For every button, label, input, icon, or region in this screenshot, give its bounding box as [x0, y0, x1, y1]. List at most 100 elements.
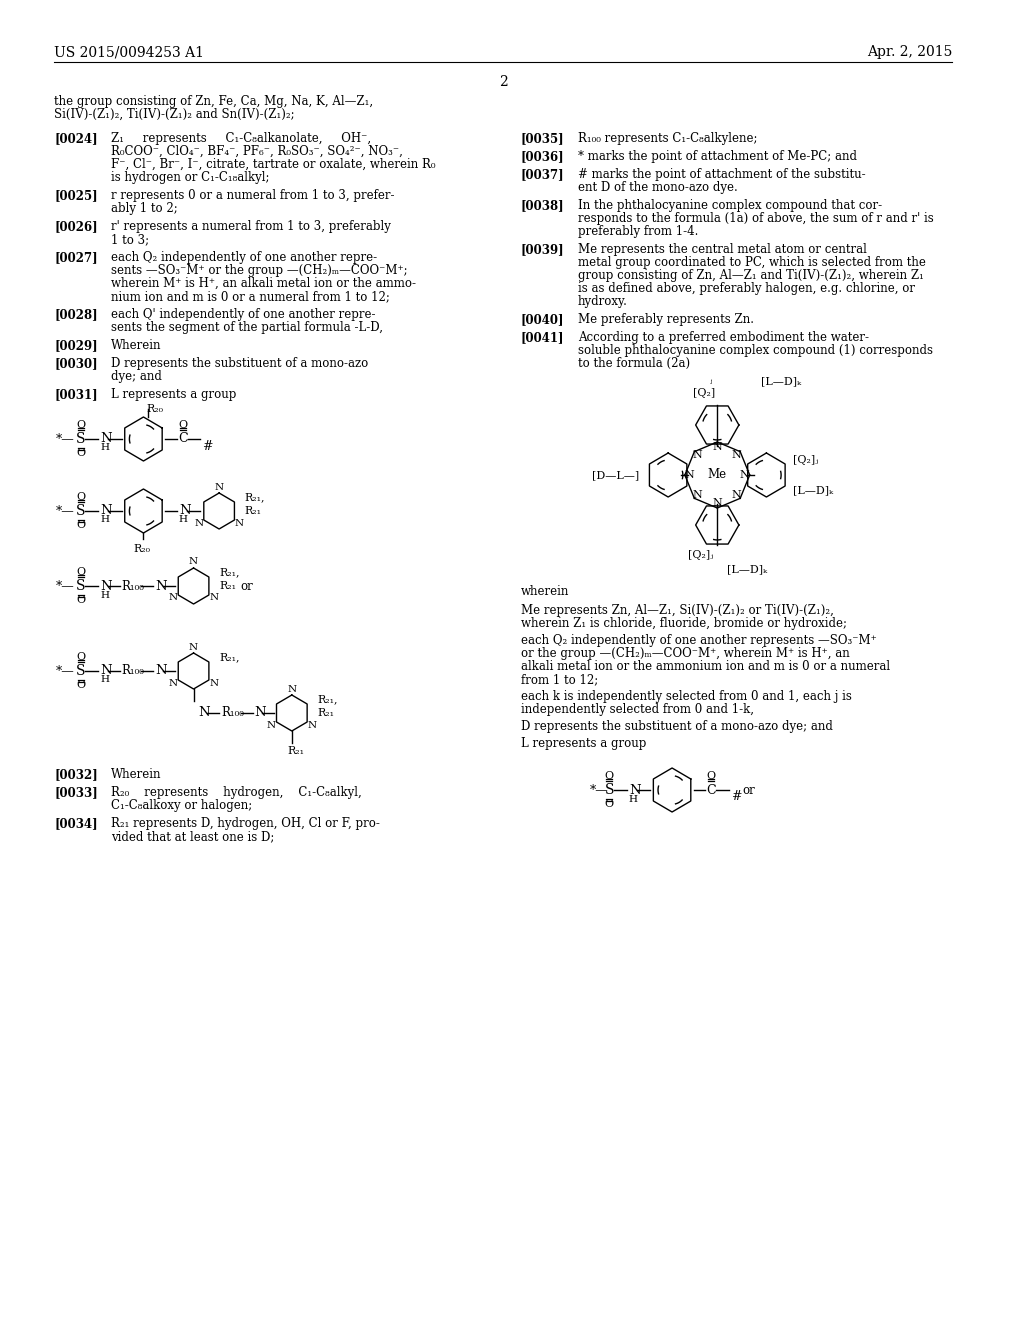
- Text: R₁₀₀: R₁₀₀: [122, 664, 144, 677]
- Text: N: N: [713, 442, 722, 451]
- Text: N: N: [169, 678, 178, 688]
- Text: S: S: [76, 432, 85, 446]
- Text: *—: *—: [590, 784, 608, 796]
- Text: According to a preferred embodiment the water-: According to a preferred embodiment the …: [578, 331, 868, 345]
- Text: N: N: [255, 706, 266, 719]
- Text: O: O: [76, 595, 85, 605]
- Text: each k is independently selected from 0 and 1, each j is: each k is independently selected from 0 …: [521, 690, 852, 704]
- Text: R₁₀₀ represents C₁-C₈alkylene;: R₁₀₀ represents C₁-C₈alkylene;: [578, 132, 758, 145]
- Text: Me represents the central metal atom or central: Me represents the central metal atom or …: [578, 243, 866, 256]
- Text: [L—D]ₖ: [L—D]ₖ: [793, 484, 834, 495]
- Text: vided that at least one is D;: vided that at least one is D;: [111, 830, 274, 843]
- Text: [0030]: [0030]: [54, 356, 97, 370]
- Text: O: O: [604, 799, 613, 809]
- Text: [0027]: [0027]: [54, 251, 97, 264]
- Text: Z₁     represents     C₁-C₈alkanolate,     OH⁻,: Z₁ represents C₁-C₈alkanolate, OH⁻,: [111, 132, 371, 145]
- Text: N: N: [288, 685, 296, 693]
- Text: O: O: [76, 680, 85, 690]
- Text: [0038]: [0038]: [521, 199, 564, 213]
- Text: ably 1 to 2;: ably 1 to 2;: [111, 202, 178, 215]
- Text: [0032]: [0032]: [54, 768, 97, 781]
- Text: N: N: [100, 504, 112, 517]
- Text: R₁₀₀: R₁₀₀: [122, 579, 144, 593]
- Text: R₂₁,: R₂₁,: [219, 568, 240, 577]
- Text: R₂₁: R₂₁: [317, 708, 335, 718]
- Text: N: N: [210, 678, 218, 688]
- Text: D represents the substituent of a mono-azo: D represents the substituent of a mono-a…: [111, 356, 369, 370]
- Text: N: N: [195, 519, 203, 528]
- Text: N: N: [189, 557, 198, 566]
- Text: N: N: [156, 579, 167, 593]
- Text: In the phthalocyanine complex compound that cor-: In the phthalocyanine complex compound t…: [578, 199, 882, 213]
- Text: [0028]: [0028]: [54, 308, 97, 321]
- Text: H: H: [629, 795, 638, 804]
- Text: preferably from 1-4.: preferably from 1-4.: [578, 224, 698, 238]
- Text: metal group coordinated to PC, which is selected from the: metal group coordinated to PC, which is …: [578, 256, 926, 269]
- Text: Wherein: Wherein: [111, 339, 162, 352]
- Text: group consisting of Zn, Al—Z₁ and Ti(IV)-(Z₁)₂, wherein Z₁: group consisting of Zn, Al—Z₁ and Ti(IV)…: [578, 269, 924, 282]
- Text: O: O: [76, 492, 85, 502]
- Text: S: S: [76, 504, 85, 517]
- Text: [Q₂]ⱼ: [Q₂]ⱼ: [688, 550, 713, 560]
- Text: wherein Z₁ is chloride, fluoride, bromide or hydroxide;: wherein Z₁ is chloride, fluoride, bromid…: [521, 616, 847, 630]
- Text: C: C: [178, 433, 187, 446]
- Text: D represents the substituent of a mono-azo dye; and: D represents the substituent of a mono-a…: [521, 719, 833, 733]
- Text: Si(IV)-(Z₁)₂, Ti(IV)-(Z₁)₂ and Sn(IV)-(Z₁)₂;: Si(IV)-(Z₁)₂, Ti(IV)-(Z₁)₂ and Sn(IV)-(Z…: [54, 108, 295, 121]
- Text: N: N: [234, 519, 244, 528]
- Text: or the group —(CH₂)ₘ—COO⁻M⁺, wherein M⁺ is H⁺, an: or the group —(CH₂)ₘ—COO⁻M⁺, wherein M⁺ …: [521, 647, 850, 660]
- Text: each Q₂ independently of one another represents —SO₃⁻M⁺: each Q₂ independently of one another rep…: [521, 634, 877, 647]
- Text: #: #: [203, 440, 213, 453]
- Text: responds to the formula (1a) of above, the sum of r and r' is: responds to the formula (1a) of above, t…: [578, 213, 934, 224]
- Text: sents —SO₃⁻M⁺ or the group —(CH₂)ₘ—COO⁻M⁺;: sents —SO₃⁻M⁺ or the group —(CH₂)ₘ—COO⁻M…: [111, 264, 408, 277]
- Text: US 2015/0094253 A1: US 2015/0094253 A1: [54, 45, 204, 59]
- Text: or: or: [241, 579, 254, 593]
- Text: each Q' independently of one another repre-: each Q' independently of one another rep…: [111, 308, 376, 321]
- Text: O: O: [707, 771, 716, 781]
- Text: N: N: [100, 664, 112, 677]
- Text: Apr. 2, 2015: Apr. 2, 2015: [866, 45, 952, 59]
- Text: *—: *—: [56, 664, 75, 677]
- Text: #: #: [731, 791, 741, 804]
- Text: Me: Me: [708, 469, 727, 482]
- Text: [Q₂]ⱼ: [Q₂]ⱼ: [793, 455, 818, 465]
- Text: is as defined above, preferably halogen, e.g. chlorine, or: is as defined above, preferably halogen,…: [578, 282, 914, 294]
- Text: N: N: [732, 450, 741, 461]
- Text: to the formula (2a): to the formula (2a): [578, 356, 690, 370]
- Text: L represents a group: L represents a group: [111, 388, 237, 401]
- Text: N: N: [629, 784, 640, 796]
- Text: [Q₂]: [Q₂]: [692, 388, 715, 399]
- Text: N: N: [693, 490, 702, 500]
- Text: [0036]: [0036]: [521, 150, 564, 162]
- Text: C₁-C₈alkoxy or halogen;: C₁-C₈alkoxy or halogen;: [111, 799, 252, 812]
- Text: *—: *—: [56, 433, 75, 446]
- Text: N: N: [215, 483, 223, 491]
- Text: N: N: [169, 594, 178, 602]
- Text: R₂₀: R₂₀: [133, 544, 151, 554]
- Text: R₂₁: R₂₁: [287, 746, 304, 756]
- Text: each Q₂ independently of one another repre-: each Q₂ independently of one another rep…: [111, 251, 377, 264]
- Text: wherein: wherein: [521, 585, 569, 598]
- Text: [0031]: [0031]: [54, 388, 97, 401]
- Text: [L—D]ₖ: [L—D]ₖ: [727, 564, 767, 574]
- Text: R₀COO⁻, ClO₄⁻, BF₄⁻, PF₆⁻, R₀SO₃⁻, SO₄²⁻, NO₃⁻,: R₀COO⁻, ClO₄⁻, BF₄⁻, PF₆⁻, R₀SO₃⁻, SO₄²⁻…: [111, 145, 402, 158]
- Text: Me preferably represents Zn.: Me preferably represents Zn.: [578, 313, 754, 326]
- Text: [0035]: [0035]: [521, 132, 564, 145]
- Text: R₂₁,: R₂₁,: [317, 694, 338, 704]
- Text: C: C: [707, 784, 716, 796]
- Text: H: H: [179, 516, 187, 524]
- Text: *—: *—: [56, 579, 75, 593]
- Text: sents the segment of the partial formula -L-D,: sents the segment of the partial formula…: [111, 321, 383, 334]
- Text: N: N: [100, 579, 112, 593]
- Text: N: N: [189, 643, 198, 652]
- Text: alkali metal ion or the ammonium ion and m is 0 or a numeral: alkali metal ion or the ammonium ion and…: [521, 660, 890, 673]
- Text: * marks the point of attachment of Me-PC; and: * marks the point of attachment of Me-PC…: [578, 150, 857, 162]
- Text: Wherein: Wherein: [111, 768, 162, 781]
- Text: N: N: [199, 706, 210, 719]
- Text: N: N: [713, 498, 722, 508]
- Text: N: N: [693, 450, 702, 461]
- Text: dye; and: dye; and: [111, 370, 162, 383]
- Text: R₂₁: R₂₁: [219, 581, 237, 591]
- Text: R₂₁ represents D, hydrogen, OH, Cl or F, pro-: R₂₁ represents D, hydrogen, OH, Cl or F,…: [111, 817, 380, 830]
- Text: R₂₁,: R₂₁,: [245, 492, 265, 502]
- Text: H: H: [100, 444, 110, 453]
